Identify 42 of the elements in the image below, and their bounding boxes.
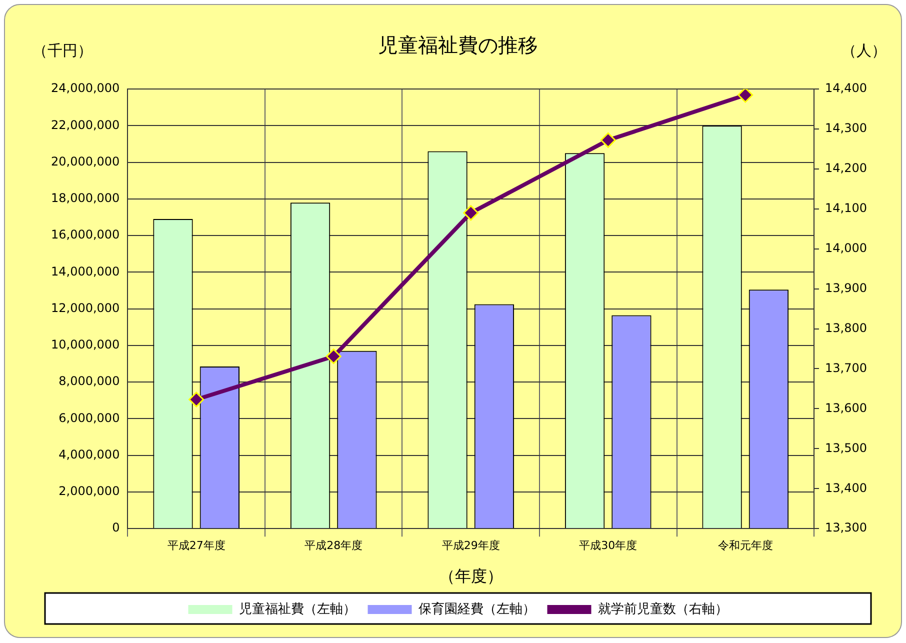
y-tick-label: 4,000,000	[58, 447, 120, 462]
y2-tick-label: 13,900	[825, 280, 868, 295]
y-tick-label: 12,000,000	[50, 300, 120, 315]
y-tick-label: 6,000,000	[58, 410, 120, 425]
x-tick-label: 平成27年度	[167, 539, 226, 552]
legend-label: 就学前児童数（右軸）	[598, 600, 728, 617]
chart-title: 児童福祉費の推移	[378, 33, 538, 58]
y2-tick-label: 13,800	[825, 320, 868, 335]
legend-label: 児童福祉費（左軸）	[238, 600, 356, 617]
x-tick-label: 平成30年度	[579, 539, 638, 552]
point	[463, 205, 479, 221]
x-tick-label: 平成29年度	[442, 539, 500, 552]
point	[600, 132, 616, 148]
point	[188, 392, 204, 408]
y-tick-label: 14,000,000	[50, 264, 120, 278]
x-tick-label: 平成28年度	[304, 539, 363, 552]
y-tick-label: 22,000,000	[50, 118, 120, 132]
y-tick-label: 18,000,000	[50, 191, 120, 206]
x-tick-label: 令和元年度	[718, 539, 773, 552]
y2-tick-label: 14,100	[825, 201, 868, 216]
y2-tick-label: 13,400	[825, 480, 868, 495]
legend-label: 保育園経費（左軸）	[418, 600, 536, 617]
y-tick-label: 10,000,000	[50, 338, 120, 352]
y2-tick-label: 13,700	[825, 360, 868, 375]
y-tick-label: 24,000,000	[50, 81, 120, 96]
y-axis-title: （千円）	[32, 41, 93, 60]
y2-tick-label: 14,400	[825, 81, 868, 96]
y2-axis-title: （人）	[842, 41, 887, 60]
y-tick-label: 0	[112, 520, 120, 535]
y-tick-label: 16,000,000	[50, 228, 120, 242]
y2-tick-label: 14,200	[825, 161, 868, 176]
y-tick-label: 20,000,000	[50, 154, 120, 168]
y2-tick-label: 13,600	[825, 400, 868, 415]
y-tick-label: 8,000,000	[58, 374, 120, 388]
y2-tick-label: 14,300	[825, 121, 868, 136]
point	[738, 89, 754, 103]
y2-tick-label: 14,000	[825, 240, 868, 255]
y2-tick-label: 13,500	[825, 440, 868, 455]
x-axis-title: （年度）	[438, 566, 503, 586]
y2-tick-label: 13,300	[825, 520, 868, 535]
point	[326, 348, 342, 364]
y-tick-label: 2,000,000	[58, 484, 120, 498]
